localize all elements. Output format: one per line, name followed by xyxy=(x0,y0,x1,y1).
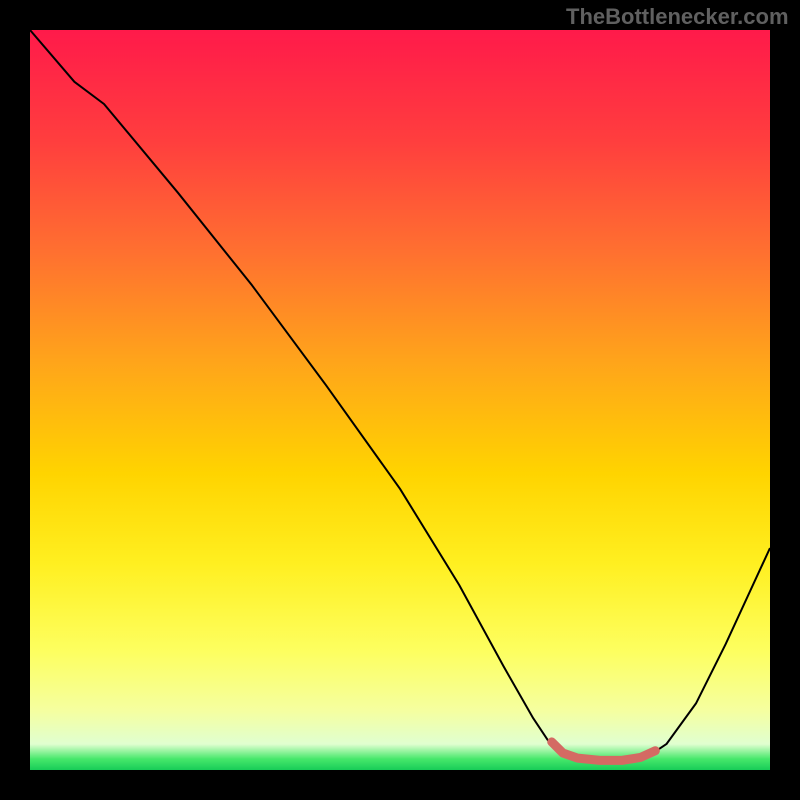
watermark-text: TheBottlenecker.com xyxy=(566,4,789,30)
plot-area xyxy=(30,30,770,770)
plot-svg xyxy=(30,30,770,770)
gradient-background xyxy=(30,30,770,770)
